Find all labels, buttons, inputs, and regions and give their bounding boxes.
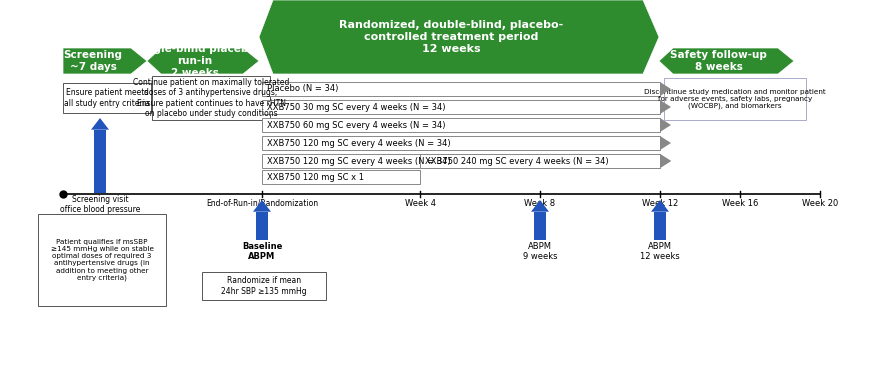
FancyBboxPatch shape [262, 82, 660, 96]
FancyBboxPatch shape [664, 78, 806, 120]
Polygon shape [256, 212, 268, 240]
FancyBboxPatch shape [63, 83, 151, 113]
Polygon shape [660, 154, 671, 168]
Text: Screening visit
office blood pressure: Screening visit office blood pressure [60, 195, 140, 215]
FancyBboxPatch shape [262, 136, 660, 150]
Polygon shape [660, 100, 671, 114]
Text: Screening
~7 days: Screening ~7 days [64, 50, 122, 72]
Text: XXB750 120 mg SC every 4 weeks (N = 34): XXB750 120 mg SC every 4 weeks (N = 34) [267, 156, 451, 166]
Text: Discontinue study medication and monitor patient
for adverse events, safety labs: Discontinue study medication and monitor… [644, 89, 826, 109]
Text: Week 8: Week 8 [524, 199, 555, 208]
Polygon shape [534, 212, 546, 240]
FancyBboxPatch shape [202, 272, 326, 300]
Text: XXB750 30 mg SC every 4 weeks (N = 34): XXB750 30 mg SC every 4 weeks (N = 34) [267, 103, 446, 112]
Polygon shape [654, 212, 666, 240]
Polygon shape [147, 48, 259, 74]
Text: Week 4: Week 4 [405, 199, 435, 208]
Polygon shape [660, 136, 671, 150]
Text: ABPM
12 weeks: ABPM 12 weeks [640, 242, 680, 261]
Text: Patient qualifies if msSBP
≥145 mmHg while on stable
optimal doses of required 3: Patient qualifies if msSBP ≥145 mmHg whi… [51, 239, 153, 281]
FancyBboxPatch shape [262, 100, 660, 114]
Text: Baseline
ABPM: Baseline ABPM [242, 242, 283, 261]
Text: Continue patient on maximally tolerated
doses of 3 antihypertensive drugs;
Ensur: Continue patient on maximally tolerated … [133, 78, 290, 118]
Text: Placebo (N = 34): Placebo (N = 34) [267, 85, 338, 93]
Text: XXB750 240 mg SC every 4 weeks (N = 34): XXB750 240 mg SC every 4 weeks (N = 34) [425, 156, 609, 166]
Polygon shape [259, 0, 659, 74]
Polygon shape [660, 154, 671, 168]
Text: Ensure patient meets
all study entry criteria: Ensure patient meets all study entry cri… [65, 88, 150, 108]
Polygon shape [94, 130, 106, 193]
FancyBboxPatch shape [420, 154, 660, 168]
FancyBboxPatch shape [262, 154, 660, 168]
Text: Single-blind placebo
run-in
2 weeks: Single-blind placebo run-in 2 weeks [134, 45, 255, 78]
Polygon shape [253, 200, 271, 212]
Text: Randomize if mean
24hr SBP ≥135 mmHg: Randomize if mean 24hr SBP ≥135 mmHg [221, 276, 307, 296]
Polygon shape [63, 48, 147, 74]
FancyBboxPatch shape [38, 214, 166, 306]
FancyBboxPatch shape [262, 170, 420, 184]
Polygon shape [651, 200, 669, 212]
Text: Week 16: Week 16 [722, 199, 758, 208]
Text: Randomized, double-blind, placebo-
controlled treatment period
12 weeks: Randomized, double-blind, placebo- contr… [339, 20, 563, 54]
Text: Week 20: Week 20 [802, 199, 838, 208]
Text: XXB750 120 mg SC every 4 weeks (N = 34): XXB750 120 mg SC every 4 weeks (N = 34) [267, 138, 451, 148]
FancyBboxPatch shape [152, 76, 270, 120]
Polygon shape [531, 200, 549, 212]
Text: XXB750 120 mg SC x 1: XXB750 120 mg SC x 1 [267, 173, 364, 181]
Polygon shape [91, 118, 109, 130]
Text: Week 12: Week 12 [642, 199, 678, 208]
Polygon shape [659, 48, 794, 74]
Polygon shape [660, 118, 671, 132]
Polygon shape [660, 82, 671, 96]
FancyBboxPatch shape [262, 118, 660, 132]
Text: XXB750 60 mg SC every 4 weeks (N = 34): XXB750 60 mg SC every 4 weeks (N = 34) [267, 120, 446, 130]
Text: Safety follow-up
8 weeks: Safety follow-up 8 weeks [670, 50, 767, 72]
Text: ABPM
9 weeks: ABPM 9 weeks [522, 242, 557, 261]
Text: End-of-Run-in/Randomization: End-of-Run-in/Randomization [206, 199, 318, 208]
